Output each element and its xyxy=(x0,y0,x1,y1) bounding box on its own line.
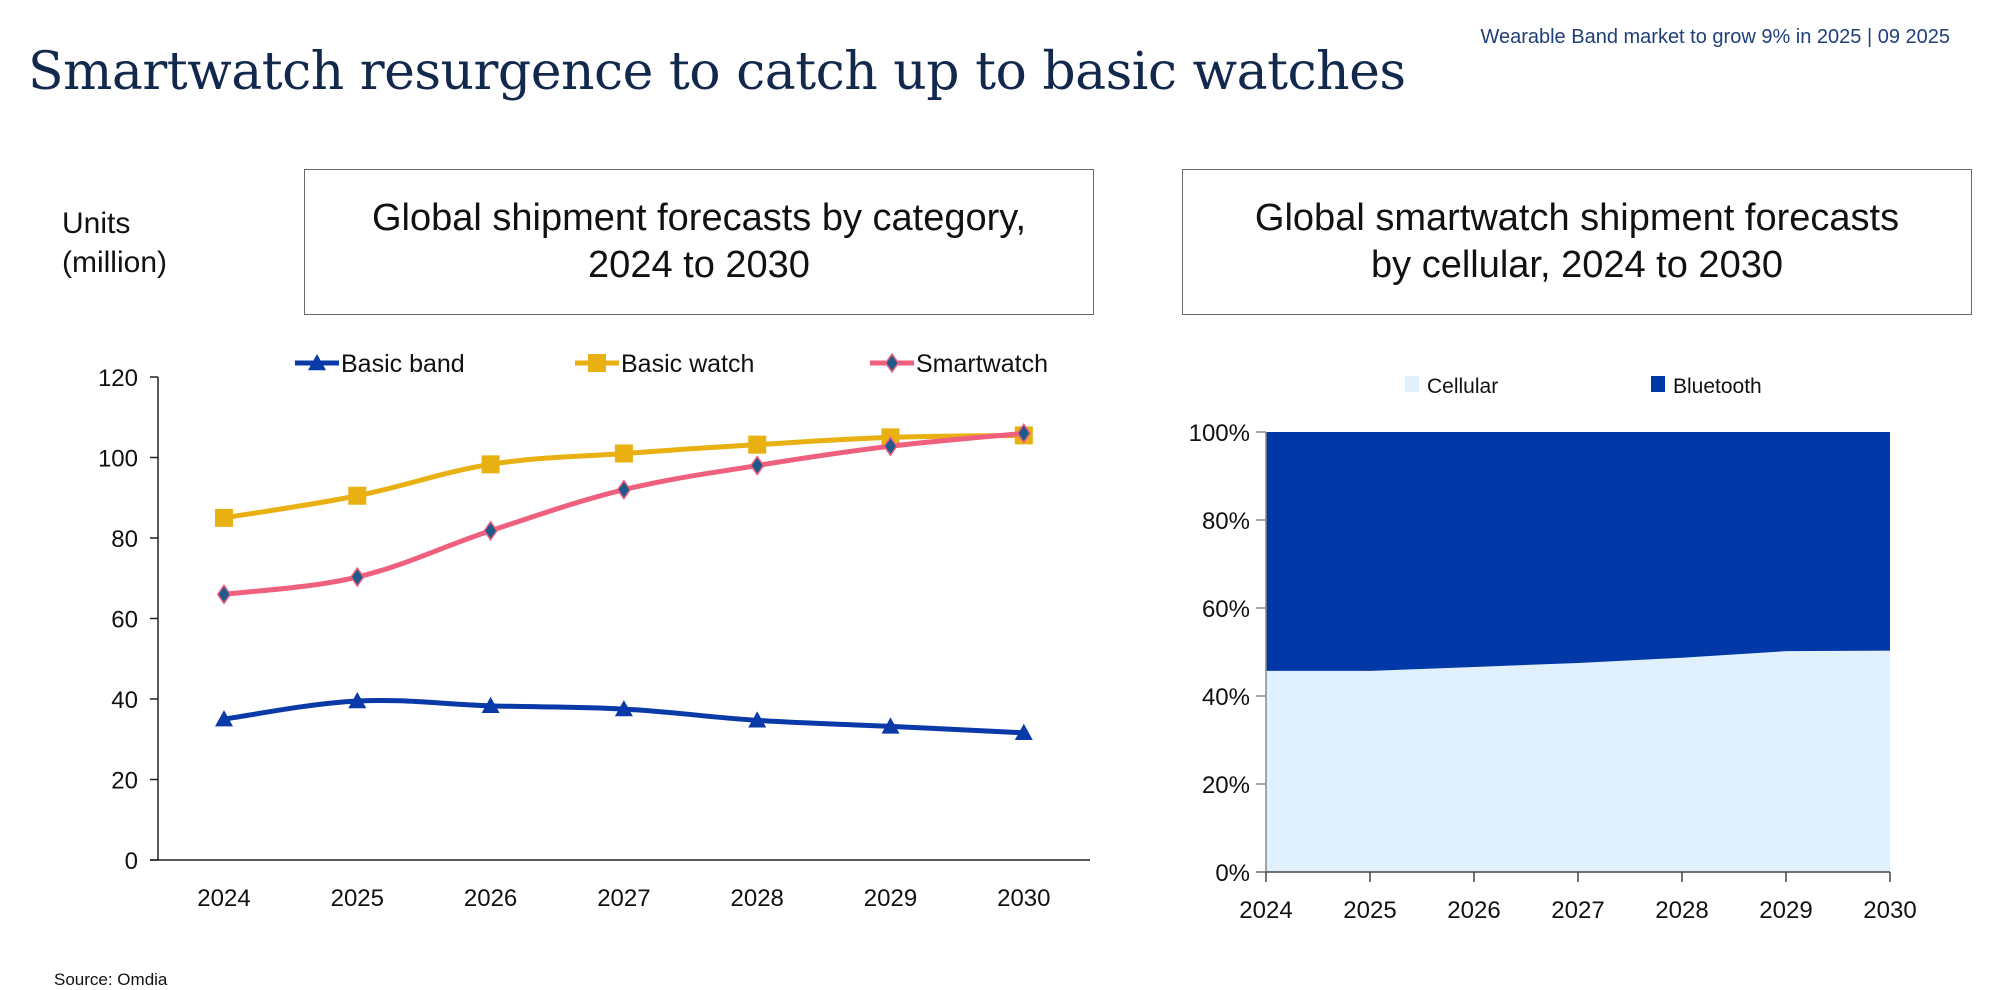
data-point xyxy=(748,435,767,454)
left-chart-title-line1: Global shipment forecasts by category, xyxy=(371,196,1027,239)
legend-marker xyxy=(884,352,900,374)
y-tick-label: 100 xyxy=(98,446,138,473)
data-point xyxy=(216,584,232,605)
y-tick-label: 120 xyxy=(98,365,138,392)
y-tick-label: 20% xyxy=(1202,772,1250,799)
right-chart-title: Global smartwatch shipment forecasts by … xyxy=(1182,169,1972,315)
x-tick-label: 2030 xyxy=(1863,897,1916,924)
x-tick-label: 2027 xyxy=(597,885,650,912)
legend-label: Cellular xyxy=(1427,375,1498,398)
y-axis-label-line2: (million) xyxy=(62,246,167,279)
data-point xyxy=(748,711,767,728)
x-tick-label: 2024 xyxy=(1239,897,1292,924)
x-tick-label: 2029 xyxy=(864,885,917,912)
y-tick-label: 20 xyxy=(111,768,138,795)
y-tick-label: 80% xyxy=(1202,508,1250,535)
y-tick-label: 0 xyxy=(125,848,138,875)
right-chart-title-line2: by cellular, 2024 to 2030 xyxy=(1371,244,1783,286)
data-point xyxy=(481,696,500,714)
x-tick-label: 2030 xyxy=(997,885,1050,912)
y-tick-label: 80 xyxy=(111,526,138,553)
data-point xyxy=(749,455,765,476)
y-axis-label: Units (million) xyxy=(62,204,167,282)
y-tick-label: 40% xyxy=(1202,684,1250,711)
legend-label: Bluetooth xyxy=(1673,375,1762,398)
x-tick-label: 2025 xyxy=(1343,897,1396,924)
data-point xyxy=(350,566,365,588)
data-point xyxy=(616,479,632,501)
y-tick-label: 100% xyxy=(1189,420,1250,447)
x-tick-label: 2026 xyxy=(1447,897,1500,924)
x-tick-label: 2028 xyxy=(1655,897,1708,924)
data-point xyxy=(215,508,233,527)
x-tick-label: 2027 xyxy=(1551,897,1604,924)
data-point xyxy=(883,435,898,457)
x-tick-label: 2029 xyxy=(1759,897,1812,924)
data-point xyxy=(483,520,498,542)
data-point xyxy=(614,700,633,717)
data-point xyxy=(348,692,367,709)
left-chart-title: Global shipment forecasts by category, 2… xyxy=(304,169,1094,315)
legend-swatch xyxy=(1651,376,1665,392)
y-tick-label: 60% xyxy=(1202,596,1250,623)
legend-marker xyxy=(588,354,606,372)
legend-label: Basic watch xyxy=(621,350,754,378)
legend-swatch xyxy=(1405,376,1419,392)
page-title: Smartwatch resurgence to catch up to bas… xyxy=(28,42,1406,102)
data-point xyxy=(1016,423,1032,444)
data-point xyxy=(215,710,233,727)
x-tick-label: 2025 xyxy=(331,885,384,912)
x-tick-label: 2026 xyxy=(464,885,517,912)
data-point xyxy=(481,455,500,474)
data-point xyxy=(614,444,633,463)
legend-label: Basic band xyxy=(341,350,465,378)
legend-marker xyxy=(308,354,326,371)
data-point xyxy=(1014,723,1033,741)
y-axis-label-line1: Units xyxy=(62,207,131,240)
source-note: Source: Omdia xyxy=(54,970,168,989)
report-subtitle: Wearable Band market to grow 9% in 2025 … xyxy=(1480,26,1950,48)
right-chart-title-line1: Global smartwatch shipment forecasts xyxy=(1254,196,1900,239)
data-point xyxy=(348,486,367,505)
x-tick-label: 2028 xyxy=(731,885,784,912)
legend-label: Smartwatch xyxy=(916,350,1048,378)
area-cellular xyxy=(1266,650,1890,872)
x-tick-label: 2024 xyxy=(197,885,250,912)
left-chart-title-line2: 2024 to 2030 xyxy=(588,244,810,286)
y-tick-label: 0% xyxy=(1215,860,1250,887)
data-point xyxy=(881,717,900,734)
y-tick-label: 40 xyxy=(111,687,138,714)
y-tick-label: 60 xyxy=(111,607,138,634)
